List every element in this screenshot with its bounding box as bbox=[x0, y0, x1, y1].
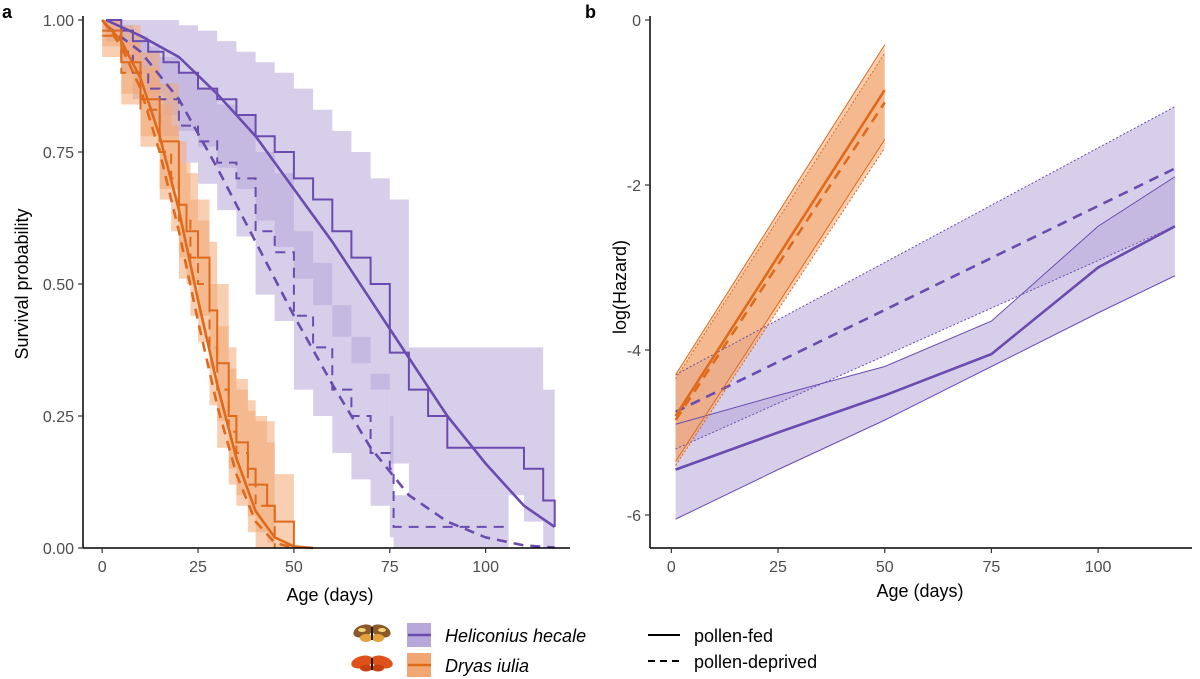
x-tick-label: 0 bbox=[98, 559, 107, 576]
line-iulia-pollen-deprived bbox=[674, 101, 886, 421]
x-tick-label: 100 bbox=[1085, 559, 1112, 576]
a-x-axis-title: Age (days) bbox=[286, 585, 373, 605]
b-x-axis-title: Age (days) bbox=[876, 581, 963, 601]
legend-label-pollen-fed: pollen-fed bbox=[694, 626, 773, 646]
a-y-axis-title: Survival probability bbox=[12, 208, 32, 359]
band-edge-upper-hecale-pollen-fed bbox=[675, 176, 1176, 425]
band-edge-lower-hecale-pollen-deprived bbox=[675, 225, 1176, 450]
y-tick-label: 0.25 bbox=[43, 409, 74, 426]
x-tick-label: 50 bbox=[876, 559, 894, 576]
y-tick-label: 0.75 bbox=[43, 145, 74, 162]
band-edge-lower-iulia-pollen-deprived bbox=[675, 147, 886, 466]
legend: Heliconius hecale Dryas iulia pollen-fed… bbox=[351, 623, 817, 677]
x-tick-label: 75 bbox=[381, 559, 399, 576]
line-iulia-pollen-fed-fit bbox=[101, 19, 314, 550]
line-hecale-pollen-deprived-fit bbox=[105, 24, 555, 549]
band-hecale-pollen-fed bbox=[675, 176, 1175, 520]
y-tick-label: 1.00 bbox=[43, 13, 74, 30]
legend-key-hecale bbox=[407, 623, 431, 647]
panel-letter-b: b bbox=[585, 2, 596, 22]
x-tick-label: 75 bbox=[983, 559, 1001, 576]
a-curves bbox=[101, 18, 556, 550]
b-curves bbox=[674, 44, 1176, 520]
panel-letter-a: a bbox=[2, 2, 13, 22]
b-y-axis-title: log(Hazard) bbox=[610, 240, 630, 334]
x-tick-label: 25 bbox=[769, 559, 787, 576]
band-edge-upper-hecale-pollen-deprived bbox=[675, 106, 1176, 376]
y-tick-label: 0 bbox=[632, 13, 641, 30]
butterfly-icon-hecale bbox=[353, 624, 391, 642]
x-tick-label: 50 bbox=[285, 559, 303, 576]
y-tick-label: 0.00 bbox=[43, 541, 74, 558]
b-confidence-bands bbox=[675, 44, 1175, 520]
b-axes: 0 25 50 75 100 0 -2 -4 -6 bbox=[627, 13, 1192, 576]
y-tick-label: -4 bbox=[627, 343, 641, 360]
legend-label-pollen-deprived: pollen-deprived bbox=[694, 652, 817, 672]
line-hecale-pollen-deprived bbox=[675, 167, 1176, 414]
butterfly-icon-iulia bbox=[351, 655, 393, 672]
legend-label-iulia: Dryas iulia bbox=[445, 656, 529, 676]
band-edge-upper-iulia-pollen-deprived bbox=[675, 52, 886, 380]
line-iulia-pollen-fed bbox=[674, 89, 886, 417]
line-iulia-pollen-deprived-km bbox=[102, 34, 276, 548]
band-edge-lower-iulia-pollen-fed bbox=[675, 139, 886, 462]
line-hecale-pollen-fed bbox=[675, 225, 1176, 471]
band-edge-lower-hecale-pollen-fed bbox=[675, 275, 1176, 520]
x-tick-label: 25 bbox=[189, 559, 207, 576]
a-confidence-bands bbox=[102, 20, 555, 548]
line-iulia-pollen-fed-km bbox=[102, 29, 295, 548]
line-hecale-pollen-fed-km bbox=[106, 19, 556, 527]
y-tick-label: -2 bbox=[627, 178, 641, 195]
band-hecale-pollen-deprived-km bbox=[106, 20, 509, 548]
legend-label-hecale: Heliconius hecale bbox=[445, 626, 586, 646]
line-hecale-pollen-deprived-km bbox=[106, 29, 509, 528]
band-edge-upper-iulia-pollen-fed bbox=[675, 44, 886, 376]
band-hecale-pollen-deprived bbox=[675, 106, 1175, 449]
panel-b-hazard-chart: 0 25 50 75 100 0 -2 -4 -6 Age (days) log(Hazard) bbox=[610, 13, 1192, 601]
line-hecale-pollen-fed-fit bbox=[105, 18, 556, 528]
x-tick-label: 100 bbox=[472, 559, 499, 576]
a-axes: 0 25 50 75 100 0.00 0.25 0.50 0.75 1.00 bbox=[43, 13, 570, 576]
legend-key-iulia bbox=[407, 653, 431, 677]
y-tick-label: -6 bbox=[627, 508, 641, 525]
panel-a-survival-chart: 0 25 50 75 100 0.00 0.25 0.50 0.75 1.00 Age (days… bbox=[12, 13, 570, 605]
x-tick-label: 0 bbox=[667, 559, 676, 576]
y-tick-label: 0.50 bbox=[43, 277, 74, 294]
